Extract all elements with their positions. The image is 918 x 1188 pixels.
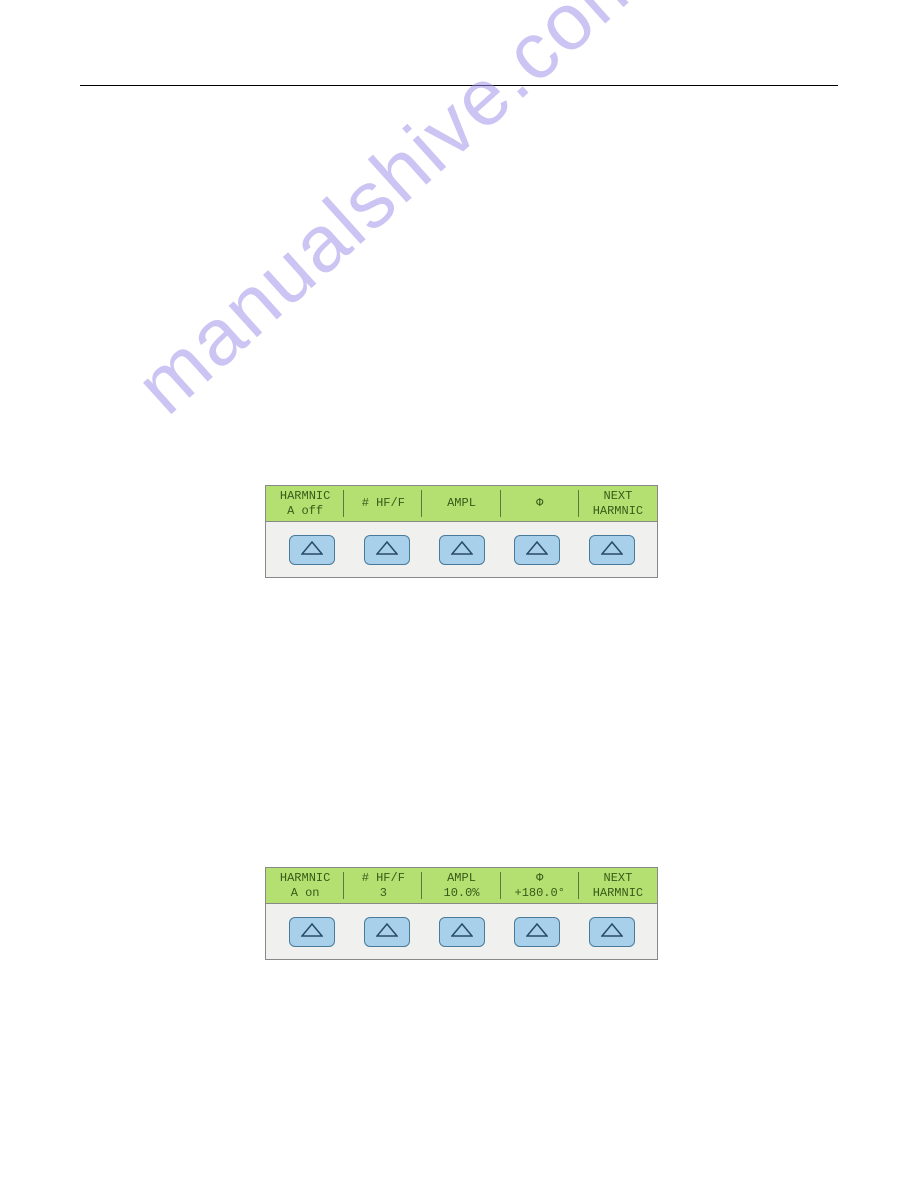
lcd-panel-1: HARMNIC A off # HF/F AMPL Φ NEXT HARMNIC [265, 485, 658, 578]
triangle-up-icon [451, 541, 473, 560]
triangle-up-icon [376, 923, 398, 942]
lcd-cell-next: NEXT HARMNIC [579, 868, 657, 903]
up-arrow-button[interactable] [589, 535, 635, 565]
lcd-buttons-1 [266, 522, 657, 578]
up-arrow-button[interactable] [514, 917, 560, 947]
cell-line1: NEXT [604, 871, 633, 885]
lcd-header-1: HARMNIC A off # HF/F AMPL Φ NEXT HARMNIC [266, 486, 657, 522]
lcd-cell-phi: Φ +180.0° [501, 868, 579, 903]
lcd-cell-next: NEXT HARMNIC [579, 486, 657, 521]
triangle-up-icon [451, 923, 473, 942]
lcd-cell-phi: Φ [501, 486, 579, 521]
lcd-cell-harmnic: HARMNIC A off [266, 486, 344, 521]
up-arrow-button[interactable] [514, 535, 560, 565]
top-divider [80, 85, 838, 86]
up-arrow-button[interactable] [589, 917, 635, 947]
lcd-buttons-2 [266, 904, 657, 960]
cell-line2: 3 [380, 886, 387, 900]
cell-line2: 10.0% [444, 886, 480, 900]
cell-line1: AMPL [447, 496, 476, 510]
lcd-cell-ampl: AMPL [422, 486, 500, 521]
triangle-up-icon [601, 541, 623, 560]
lcd-cell-hff: # HF/F [344, 486, 422, 521]
lcd-cell-hff: # HF/F 3 [344, 868, 422, 903]
up-arrow-button[interactable] [364, 917, 410, 947]
cell-line2: HARMNIC [593, 886, 643, 900]
up-arrow-button[interactable] [439, 917, 485, 947]
cell-line1: HARMNIC [280, 871, 330, 885]
triangle-up-icon [601, 923, 623, 942]
up-arrow-button[interactable] [289, 917, 335, 947]
cell-line1: Φ [536, 496, 543, 510]
lcd-cell-ampl: AMPL 10.0% [422, 868, 500, 903]
cell-line2: HARMNIC [593, 504, 643, 518]
cell-line1: Φ [536, 871, 543, 885]
cell-line1: NEXT [604, 489, 633, 503]
up-arrow-button[interactable] [364, 535, 410, 565]
up-arrow-button[interactable] [439, 535, 485, 565]
watermark-text: manualshive.com [118, 0, 664, 432]
cell-line1: # HF/F [362, 871, 405, 885]
cell-line1: AMPL [447, 871, 476, 885]
up-arrow-button[interactable] [289, 535, 335, 565]
triangle-up-icon [526, 923, 548, 942]
lcd-cell-harmnic: HARMNIC A on [266, 868, 344, 903]
triangle-up-icon [526, 541, 548, 560]
lcd-header-2: HARMNIC A on # HF/F 3 AMPL 10.0% Φ +180.… [266, 868, 657, 904]
cell-line1: HARMNIC [280, 489, 330, 503]
cell-line2: A on [291, 886, 320, 900]
cell-line2: A off [287, 504, 323, 518]
cell-line2: +180.0° [515, 886, 565, 900]
triangle-up-icon [301, 923, 323, 942]
cell-line1: # HF/F [362, 496, 405, 510]
lcd-panel-2: HARMNIC A on # HF/F 3 AMPL 10.0% Φ +180.… [265, 867, 658, 960]
triangle-up-icon [301, 541, 323, 560]
triangle-up-icon [376, 541, 398, 560]
